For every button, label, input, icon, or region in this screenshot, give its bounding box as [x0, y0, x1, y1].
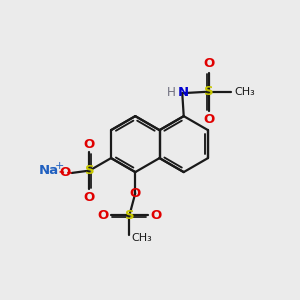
Text: S: S	[85, 164, 94, 177]
Text: CH₃: CH₃	[131, 233, 152, 243]
Text: O: O	[97, 209, 109, 222]
Text: S: S	[124, 209, 134, 222]
Text: +: +	[55, 161, 64, 171]
Text: N: N	[178, 86, 189, 99]
Text: O: O	[203, 57, 214, 70]
Text: O: O	[130, 187, 141, 200]
Text: O: O	[150, 209, 161, 222]
Text: Na: Na	[39, 164, 59, 177]
Text: CH₃: CH₃	[234, 87, 255, 97]
Text: H: H	[167, 86, 176, 99]
Text: O: O	[203, 113, 214, 126]
Text: S: S	[204, 85, 214, 98]
Text: O: O	[84, 190, 95, 204]
Text: O: O	[60, 166, 71, 179]
Text: O: O	[84, 138, 95, 151]
